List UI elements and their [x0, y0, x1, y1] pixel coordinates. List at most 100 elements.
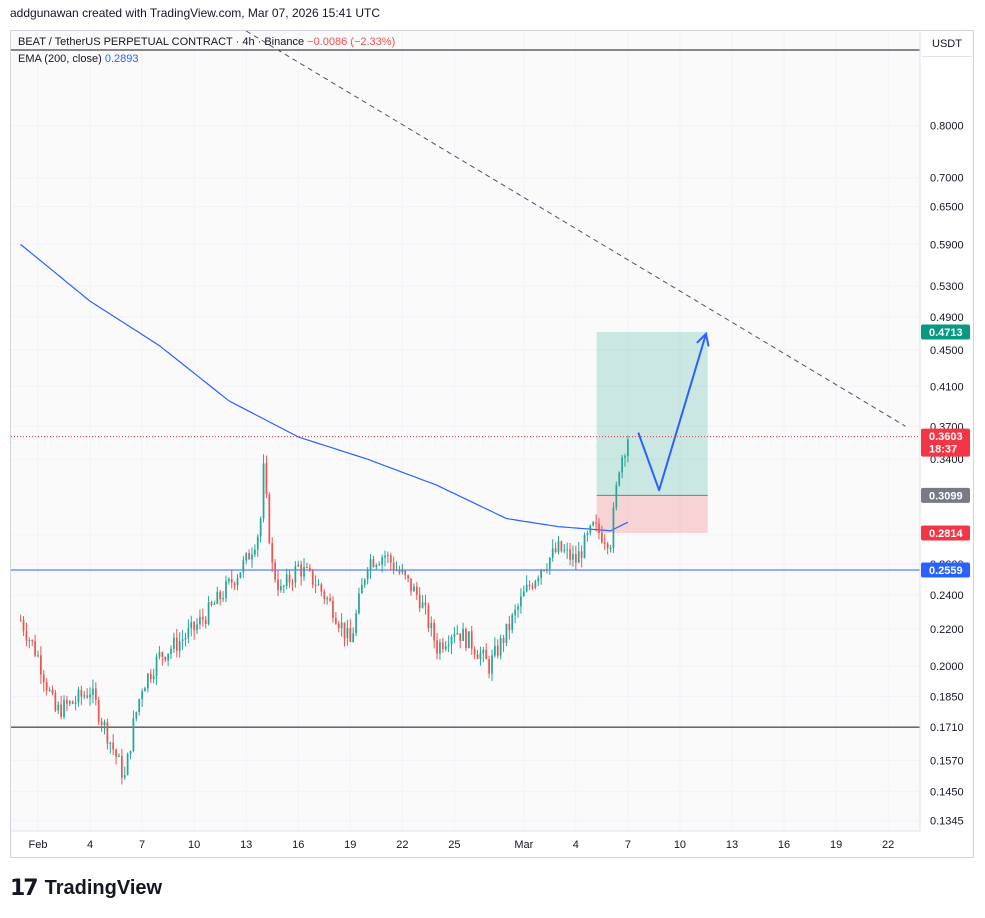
- candle-body: [450, 636, 453, 645]
- candle-body: [334, 618, 337, 624]
- horizontal-lines[interactable]: [11, 569, 920, 728]
- candle-body: [89, 694, 91, 698]
- candle-body: [236, 577, 239, 586]
- candle-body: [502, 637, 505, 643]
- candle-body: [424, 602, 427, 606]
- candle-body: [491, 655, 493, 674]
- indicator-legend[interactable]: EMA (200, close) 0.2893: [18, 53, 138, 65]
- candle-body: [259, 518, 262, 537]
- candle-body: [618, 472, 621, 486]
- price-tick-label: 0.4100: [930, 381, 964, 393]
- candle-body: [242, 560, 245, 573]
- price-tick-label: 0.2200: [930, 624, 964, 636]
- candle-body: [601, 532, 603, 543]
- candle-body: [323, 591, 326, 599]
- candle-body: [401, 570, 404, 573]
- candle-body: [40, 655, 42, 675]
- candle-body: [288, 574, 291, 583]
- candle-body: [48, 689, 51, 691]
- candle-body: [158, 652, 161, 657]
- symbol-legend[interactable]: BEAT / TetherUS PERPETUAL CONTRACT · 4h …: [18, 36, 395, 48]
- candle-body: [606, 543, 609, 549]
- candle-body: [155, 656, 158, 677]
- ema-label[interactable]: EMA (200, close): [18, 53, 102, 65]
- candle-body: [583, 535, 586, 558]
- candle-body: [517, 606, 519, 610]
- candle-body: [467, 631, 470, 649]
- price-tick-label: 0.6500: [930, 202, 964, 214]
- candle-body: [167, 653, 169, 661]
- candle-body: [395, 569, 398, 571]
- candle-body: [372, 559, 375, 567]
- price-tick-label: 0.4500: [930, 345, 964, 357]
- time-tick-label: 22: [396, 839, 408, 851]
- candle-body: [227, 578, 230, 582]
- candle-body: [465, 629, 467, 649]
- price-tick-label: 0.2400: [930, 590, 964, 602]
- candle-body: [297, 564, 300, 567]
- candle-body: [349, 627, 352, 642]
- candle-body: [271, 542, 274, 563]
- ema-value: 0.2893: [104, 53, 139, 65]
- candle-body: [624, 455, 626, 458]
- ema-200-line: [20, 243, 629, 532]
- candle-body: [120, 755, 123, 778]
- candle-body: [496, 645, 499, 656]
- candle-body: [574, 553, 577, 563]
- candle-body: [592, 522, 595, 526]
- candle-body: [548, 557, 551, 569]
- candle-body: [520, 596, 522, 607]
- candle-body: [152, 676, 155, 679]
- candle-body: [444, 646, 447, 650]
- candle-body: [97, 700, 100, 722]
- candle-body: [392, 562, 395, 571]
- projection-arrow[interactable]: [637, 331, 710, 492]
- time-axis[interactable]: Feb 4 7 10 13 16 19 22 25 Mar 4 7 10 13 16 19 22: [11, 830, 920, 851]
- candle-body: [366, 569, 369, 580]
- trendline[interactable]: [245, 30, 906, 427]
- candle-body: [239, 572, 242, 578]
- candle-body: [363, 579, 366, 585]
- candle-body: [375, 564, 378, 567]
- candle-body: [525, 584, 528, 592]
- currency-label[interactable]: USDT: [922, 32, 972, 57]
- tradingview-logo[interactable]: 17 TradingView: [10, 874, 162, 902]
- time-tick-label: 16: [778, 839, 790, 851]
- candle-body: [577, 551, 580, 563]
- time-tick-label: 7: [139, 839, 145, 851]
- symbol-title[interactable]: BEAT / TetherUS PERPETUAL CONTRACT · 4h …: [18, 36, 305, 48]
- candle-body: [389, 555, 392, 563]
- plot-area[interactable]: [11, 31, 920, 831]
- candle-body: [285, 574, 288, 586]
- time-tick-label: 13: [726, 839, 738, 851]
- candle-body: [77, 689, 80, 703]
- candle-body: [103, 722, 106, 726]
- price-badge-text: 0.3603: [929, 431, 963, 443]
- candle-body: [63, 699, 65, 717]
- candle-body: [589, 525, 592, 534]
- candle-body: [222, 598, 224, 600]
- candle-body: [216, 591, 219, 604]
- candle-body: [554, 548, 557, 553]
- candle-body: [147, 673, 149, 689]
- candle-body: [557, 541, 560, 553]
- candle-body: [282, 585, 285, 587]
- candle-body: [106, 722, 109, 744]
- time-tick-label: 25: [448, 839, 460, 851]
- candle-body: [141, 691, 143, 700]
- candle-body: [262, 463, 265, 519]
- candle-body: [31, 640, 34, 642]
- candle-body: [138, 699, 141, 713]
- candle-body: [129, 750, 132, 755]
- price-tick-label: 0.4900: [930, 312, 964, 324]
- candle-body: [569, 549, 571, 560]
- candle-body: [196, 624, 198, 631]
- dashed-trendline: [245, 30, 906, 427]
- candle-body: [71, 701, 74, 704]
- time-tick-label: Feb: [29, 839, 48, 851]
- arrow-head: [696, 331, 710, 347]
- candle-body: [433, 622, 436, 641]
- long-position-tool[interactable]: [596, 331, 708, 533]
- candle-body: [621, 457, 623, 473]
